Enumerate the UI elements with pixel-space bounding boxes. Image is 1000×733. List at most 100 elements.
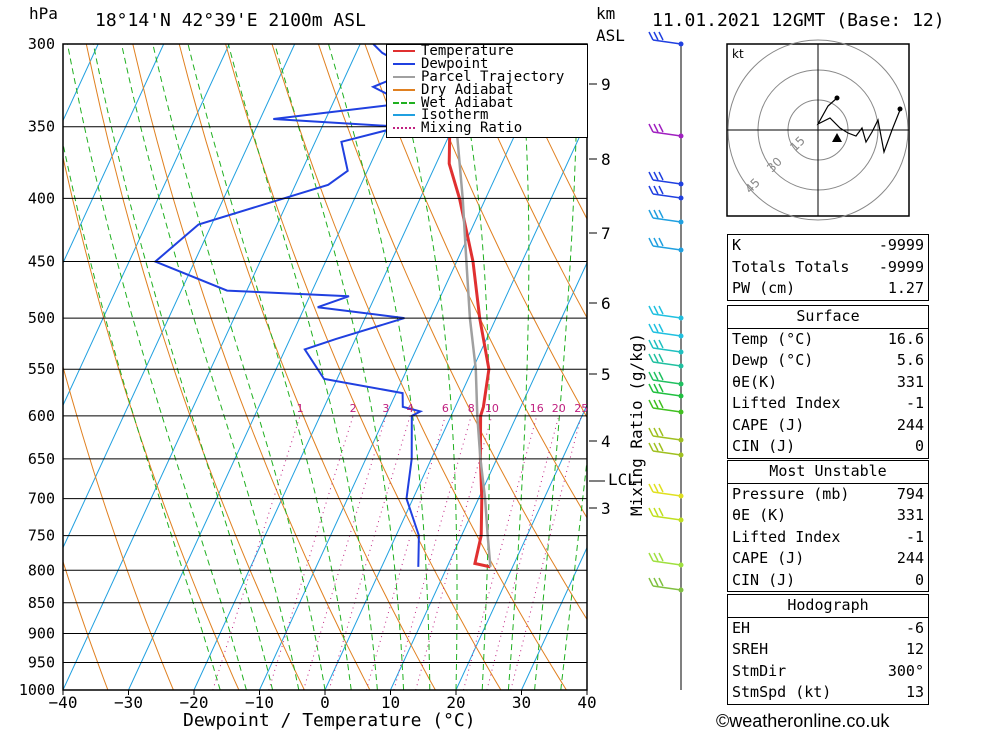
km-tick-label: 7 — [601, 224, 611, 243]
pressure-tick-label: 650 — [28, 450, 55, 468]
dry-adiabat-line — [132, 44, 371, 690]
legend-swatch — [393, 50, 415, 53]
x-axis-title: Dewpoint / Temperature (°C) — [183, 710, 476, 731]
legend-swatch — [393, 88, 415, 91]
surface-row-label: CAPE (J) — [732, 415, 805, 434]
wind-barb-flag — [653, 339, 659, 349]
x-tick-label: −30 — [114, 693, 143, 712]
wind-barb-flag — [648, 577, 654, 587]
most_unstable-row-label: Lifted Index — [732, 527, 841, 546]
indices-row-value: -9999 — [878, 236, 924, 254]
location-title: 18°14'N 42°39'E 2100m ASL — [95, 10, 366, 31]
legend-label: Temperature — [421, 43, 514, 60]
wind-barb-flag — [658, 323, 664, 333]
surface-row: CIN (J) 0 — [728, 436, 928, 458]
x-tick-label: 40 — [577, 693, 596, 712]
legend-label: Parcel Trajectory — [421, 69, 565, 85]
indices-row: K -9999 — [728, 235, 928, 257]
km-tick-label: 5 — [601, 365, 611, 384]
most_unstable-row: CAPE (J) 244 — [728, 548, 928, 570]
isotherm-line — [521, 546, 587, 690]
wind-barb-shaft — [652, 331, 682, 337]
wind-barb-flag — [658, 383, 664, 393]
mixing-ratio-line — [415, 415, 493, 690]
wind-barb-flag — [648, 483, 654, 493]
wind-barb-flag — [658, 507, 664, 517]
wind-barb-flag — [648, 237, 654, 247]
isotherm-line — [63, 44, 361, 690]
surface-row-value: 5.6 — [896, 351, 924, 369]
most_unstable-row-value: -1 — [905, 527, 924, 546]
wind-barb-shaft — [652, 379, 682, 385]
pressure-tick-label: 850 — [28, 594, 55, 612]
mixing-ratio-line — [463, 415, 538, 690]
wind-barb-shaft — [652, 39, 682, 45]
hodo_params-row: SREH 12 — [728, 639, 928, 661]
wind-barb-flag — [658, 209, 664, 219]
hodograph-trace — [816, 97, 901, 155]
wind-barb-flag — [658, 371, 664, 381]
most_unstable-row: θE (K) 331 — [728, 505, 928, 527]
wind-barb-flag — [648, 171, 654, 181]
most_unstable-row-label: Pressure (mb) — [732, 484, 850, 503]
legend-label: Dewpoint — [421, 56, 489, 73]
legend-label: Dry Adiabat — [421, 81, 514, 98]
wind-barb-flag — [648, 123, 654, 133]
wind-barb-flag — [653, 323, 659, 333]
indices-row: PW (cm) 1.27 — [728, 278, 928, 300]
mixing-ratio-line — [268, 415, 354, 690]
wind-barb-flag — [658, 185, 664, 195]
wind-barb-shaft — [652, 179, 682, 185]
hodo_params-title: Hodograph — [728, 595, 928, 618]
legend-item: Mixing Ratio — [387, 120, 587, 137]
pressure-tick-label: 400 — [28, 189, 55, 207]
hodo_params-row: StmSpd (kt) 13 — [728, 682, 928, 704]
legend-swatch — [393, 101, 415, 104]
mixing-ratio-axis-label: Mixing Ratio (g/kg) — [627, 332, 647, 517]
pressure-tick-label: 750 — [28, 527, 55, 545]
most_unstable-row: Lifted Index -1 — [728, 527, 928, 549]
wind-barb-flag — [658, 483, 664, 493]
wind-barb-flag — [653, 577, 659, 587]
wind-barb-flag — [648, 427, 654, 437]
copyright-footer: ©weatheronline.co.uk — [716, 711, 890, 731]
dry-adiabat-line — [63, 365, 174, 690]
hodograph-start-dot — [834, 95, 840, 101]
dry-adiabat-line — [178, 44, 436, 690]
wind-barb-flag — [658, 399, 664, 409]
most_unstable-row-value: 0 — [914, 570, 924, 589]
indices-row: Totals Totals -9999 — [728, 257, 928, 279]
wind-barb-flag — [653, 171, 659, 181]
isotherm-line — [63, 44, 230, 407]
pressure-tick-label: 900 — [28, 624, 55, 642]
pressure-tick-label: 600 — [28, 407, 55, 425]
surface-row: CAPE (J) 244 — [728, 415, 928, 437]
wind-barb-flag — [658, 31, 664, 41]
surface-box: Surface Temp (°C) 16.6 Dewp (°C) 5.6 θE(K) 331… — [727, 305, 929, 459]
legend-item: Temperature — [387, 43, 587, 60]
wind-barb-flag — [648, 442, 654, 452]
hpa-axis-label: hPa — [29, 4, 58, 23]
wind-barb-shaft — [652, 347, 682, 353]
most_unstable-row-label: CAPE (J) — [732, 549, 805, 567]
wet-adiabat-line — [63, 141, 221, 690]
legend-label: Mixing Ratio — [421, 120, 523, 137]
dry-adiabat-line — [63, 560, 109, 690]
wind-barb-flag — [653, 483, 659, 493]
wind-barb-shaft — [652, 193, 682, 199]
km-axis-label: km — [596, 4, 616, 23]
wind-barb-flag — [648, 353, 654, 363]
wind-barb-flag — [648, 31, 654, 41]
hodograph-end-dot — [897, 106, 903, 112]
isotherm-line — [455, 404, 587, 690]
wind-barb-flag — [658, 353, 664, 363]
wind-barb-flag — [648, 323, 654, 333]
wind-barb-flag — [648, 507, 654, 517]
most_unstable-row-label: θE (K) — [732, 506, 787, 524]
wind-barb-shaft — [652, 391, 682, 397]
surface-row-value: 331 — [896, 372, 924, 391]
mixing-ratio-value-label: 20 — [552, 402, 566, 415]
legend-item: Parcel Trajectory — [387, 69, 587, 85]
